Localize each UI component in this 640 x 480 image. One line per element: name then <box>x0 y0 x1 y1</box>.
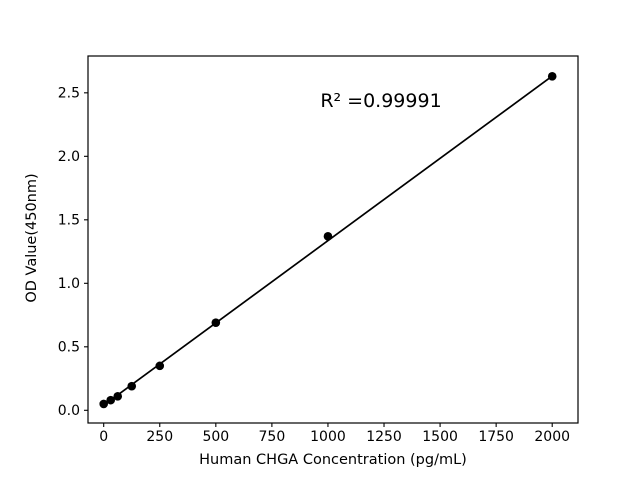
x-axis-label: Human CHGA Concentration (pg/mL) <box>199 452 467 468</box>
y-tick-label: 0.5 <box>58 340 80 356</box>
x-tick-label: 1000 <box>310 429 346 445</box>
plot-border <box>87 55 579 424</box>
fit-line <box>103 75 553 406</box>
r-squared-annotation: R² =0.99991 <box>320 90 442 112</box>
y-tick-label: 2.5 <box>58 86 80 102</box>
x-tick-label: 1750 <box>478 429 514 445</box>
data-point <box>113 392 123 401</box>
x-tick-label: 500 <box>202 429 229 445</box>
y-axis-label: OD Value(450nm) <box>24 173 40 303</box>
y-tick-label: 1.0 <box>58 276 80 292</box>
y-tick-label: 2.0 <box>58 149 80 165</box>
data-point <box>106 395 116 405</box>
data-point <box>155 361 165 371</box>
x-tick-label: 1250 <box>366 429 402 445</box>
data-point <box>323 232 333 241</box>
x-tick-label: 2000 <box>534 429 570 445</box>
y-tick-label: 0.0 <box>58 403 80 419</box>
data-point <box>547 72 557 81</box>
x-tick-label: 1500 <box>422 429 458 445</box>
data-point <box>211 318 221 327</box>
x-tick-label: 250 <box>146 429 173 445</box>
data-point <box>127 381 137 391</box>
x-tick-label: 750 <box>259 429 286 445</box>
data-point <box>99 399 108 409</box>
x-tick-label: 0 <box>99 429 108 445</box>
y-tick-label: 1.5 <box>58 213 80 229</box>
